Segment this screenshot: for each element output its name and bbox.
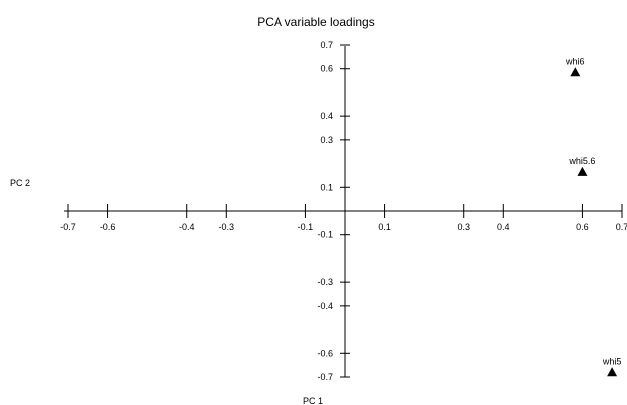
- y-axis-ticks: 0.7 0.6 0.4 0.3 0.1 -0.1 -0.3 -0.4 -0.6 -0.7: [317, 40, 350, 382]
- x-tick-label: -0.6: [100, 222, 116, 232]
- x-axis-ticks: -0.7 -0.6 -0.4 -0.3 -0.1 0.1 0.3 0.4 0.6 0.7: [60, 204, 627, 232]
- y-tick-label: -0.6: [317, 348, 333, 358]
- point-marker-whi5-6: [577, 166, 588, 176]
- x-axis-label: PC 1: [303, 396, 323, 405]
- chart-title: PCA variable loadings: [257, 15, 374, 29]
- x-tick-label: 0.4: [497, 222, 510, 232]
- y-tick-label: 0.4: [320, 111, 333, 121]
- point-label-whi6: whi6: [565, 56, 585, 66]
- x-tick-label: 0.1: [378, 222, 391, 232]
- point-label-whi5: whi5: [602, 356, 622, 366]
- y-tick-label: -0.4: [317, 301, 333, 311]
- x-tick-label: -0.1: [298, 222, 314, 232]
- point-label-whi5-6: whi5.6: [568, 156, 595, 166]
- point-marker-whi6: [570, 67, 581, 77]
- x-tick-label: -0.3: [219, 222, 235, 232]
- x-tick-label: 0.7: [616, 222, 627, 232]
- data-points: whi6 whi5.6 whi5: [565, 56, 622, 377]
- y-axis-label: PC 2: [10, 178, 30, 188]
- y-tick-label: 0.3: [320, 135, 333, 145]
- y-tick-label: 0.7: [320, 40, 333, 50]
- x-tick-label: 0.6: [576, 222, 589, 232]
- y-tick-label: 0.1: [320, 182, 333, 192]
- x-tick-label: 0.3: [457, 222, 470, 232]
- y-tick-label: -0.1: [317, 230, 333, 240]
- point-marker-whi5: [607, 367, 618, 377]
- y-tick-label: -0.7: [317, 372, 333, 382]
- y-tick-label: -0.3: [317, 277, 333, 287]
- x-tick-label: -0.7: [60, 222, 76, 232]
- x-tick-label: -0.4: [179, 222, 195, 232]
- y-tick-label: 0.6: [320, 64, 333, 74]
